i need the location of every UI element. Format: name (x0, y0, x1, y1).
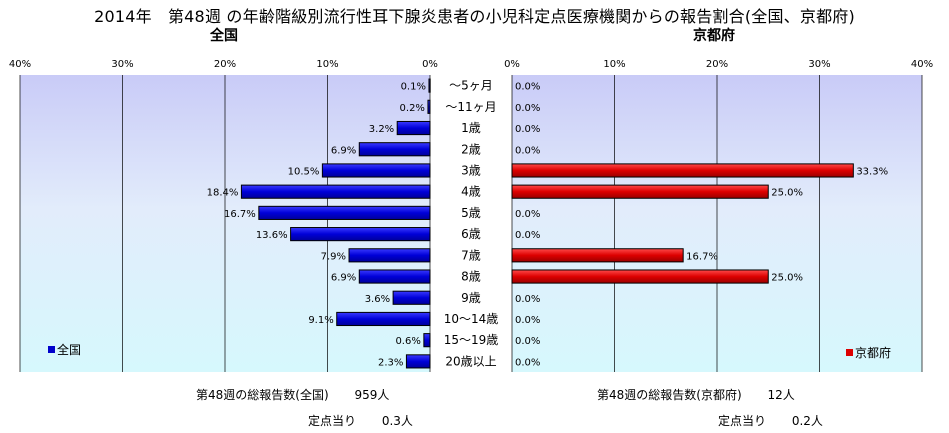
national-data-label: 16.7% (224, 209, 256, 220)
kyoto-data-label: 16.7% (686, 251, 718, 262)
category-label: ～11ヶ月 (445, 100, 496, 114)
national-legend-label: 全国 (57, 342, 81, 357)
category-label: 3歳 (461, 163, 481, 177)
kyoto-bar (511, 269, 769, 284)
national-data-label: 10.5% (288, 166, 320, 177)
national-per-site-value: 0.3人 (381, 414, 413, 428)
kyoto-total-row: 第48週の総報告数(京都府) 12人 (597, 386, 795, 403)
kyoto-tick-label: 10% (603, 59, 625, 70)
kyoto-bar (511, 163, 854, 178)
national-bar (427, 99, 431, 114)
kyoto-data-label: 0.0% (515, 82, 540, 93)
kyoto-tick-label: 30% (808, 59, 830, 70)
kyoto-data-label: 0.0% (515, 103, 540, 114)
national-data-label: 3.6% (365, 294, 390, 305)
category-label: 9歳 (461, 291, 481, 305)
national-bar (423, 333, 431, 348)
kyoto-legend-label: 京都府 (855, 345, 891, 360)
national-data-label: 9.1% (308, 315, 333, 326)
national-data-label: 18.4% (207, 188, 239, 199)
category-label: ～5ヶ月 (449, 79, 493, 93)
kyoto-panel-title: 京都府 (693, 28, 735, 44)
national-bar (358, 142, 431, 157)
kyoto-total-value: 12人 (767, 388, 795, 402)
national-tick-label: 40% (9, 59, 31, 70)
kyoto-tick-label: 40% (911, 59, 933, 70)
kyoto-per-site-label: 定点当り (718, 414, 767, 428)
category-label: 4歳 (461, 185, 481, 199)
kyoto-per-site-row: 定点当り 0.2人 (718, 412, 823, 429)
kyoto-data-label: 0.0% (515, 209, 540, 220)
kyoto-legend-swatch (846, 349, 853, 356)
kyoto-data-label: 33.3% (856, 166, 888, 177)
national-per-site-row: 定点当り 0.3人 (308, 412, 413, 429)
category-label: 7歳 (461, 248, 481, 262)
kyoto-bar (511, 184, 769, 199)
kyoto-total-label: 第48週の総報告数(京都府) (597, 388, 742, 402)
category-label: 8歳 (461, 270, 481, 284)
kyoto-data-label: 0.0% (515, 294, 540, 305)
national-bar (321, 163, 431, 178)
national-total-row: 第48週の総報告数(全国) 959人 (196, 386, 389, 403)
kyoto-data-label: 25.0% (771, 188, 803, 199)
category-label: 6歳 (461, 227, 481, 241)
page-title: 2014年 第48週 の年齢階級別流行性耳下腺炎患者の小児科定点医療機関からの報… (94, 7, 855, 26)
national-data-label: 6.9% (331, 273, 356, 284)
national-total-label: 第48週の総報告数(全国) (196, 388, 329, 402)
national-bar (358, 269, 431, 284)
national-bar (258, 205, 431, 220)
national-data-label: 0.1% (401, 82, 426, 93)
national-bar (336, 311, 431, 327)
kyoto-data-label: 25.0% (771, 273, 803, 284)
national-tick-label: 0% (422, 59, 438, 70)
category-label: 2歳 (461, 142, 481, 156)
national-bar (405, 354, 431, 369)
national-data-label: 6.9% (331, 145, 356, 156)
kyoto-data-label: 0.0% (515, 145, 540, 156)
kyoto-tick-label: 0% (504, 59, 520, 70)
national-tick-label: 10% (316, 59, 338, 70)
kyoto-data-label: 0.0% (515, 336, 540, 347)
national-data-label: 3.2% (369, 124, 394, 135)
kyoto-data-label: 0.0% (515, 230, 540, 241)
national-tick-label: 30% (111, 59, 133, 70)
kyoto-tick-label: 20% (706, 59, 728, 70)
national-per-site-label: 定点当り (308, 414, 357, 428)
national-panel-title: 全国 (210, 28, 238, 44)
national-data-label: 13.6% (256, 230, 288, 241)
national-bar (392, 290, 431, 305)
national-total-value: 959人 (354, 388, 390, 402)
category-label: 15～19歳 (444, 333, 499, 347)
kyoto-bar (511, 248, 684, 263)
national-data-label: 7.9% (321, 251, 346, 262)
kyoto-per-site-value: 0.2人 (791, 414, 823, 428)
category-label: 20歳以上 (445, 354, 496, 368)
national-bar (290, 227, 431, 242)
national-data-label: 2.3% (378, 357, 403, 368)
category-label: 1歳 (461, 121, 481, 135)
national-data-label: 0.2% (400, 103, 425, 114)
national-tick-label: 20% (214, 59, 236, 70)
kyoto-data-label: 0.0% (515, 315, 540, 326)
kyoto-data-label: 0.0% (515, 357, 540, 368)
category-label: 5歳 (461, 206, 481, 220)
national-bar (348, 248, 431, 263)
national-legend-swatch (48, 346, 55, 353)
kyoto-data-label: 0.0% (515, 124, 540, 135)
national-data-label: 0.6% (395, 336, 420, 347)
national-bar (396, 120, 431, 136)
national-bar (428, 78, 431, 93)
category-label: 10～14歳 (444, 312, 499, 326)
national-bar (240, 184, 431, 199)
